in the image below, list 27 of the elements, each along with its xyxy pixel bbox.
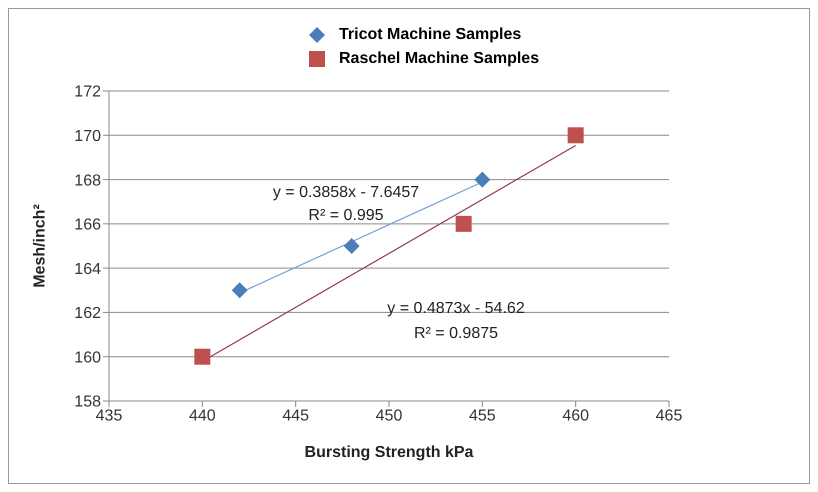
y-tick-label: 164 [74, 260, 102, 278]
y-tick-label: 170 [74, 128, 102, 145]
point [568, 127, 584, 144]
annotation: R² = 0.9875 [414, 325, 498, 343]
y-tick-label: 160 [74, 349, 102, 366]
y-tick-label: 172 [74, 84, 102, 101]
y-tick-label: 162 [74, 305, 102, 322]
annotation: R² = 0.995 [308, 207, 384, 225]
point [232, 282, 248, 298]
annotation: y = 0.4873x - 54.62 [387, 300, 525, 318]
y-axis-title: Mesh/inch² [32, 204, 49, 288]
y-tick-label: 168 [74, 172, 102, 190]
y-tick-label: 166 [74, 216, 102, 234]
annotation: y = 0.3858x - 7.6457 [272, 184, 420, 202]
x-tick-label: 440 [188, 407, 216, 424]
x-axis-title: Bursting Strength kPa [304, 444, 474, 461]
legend-label: Tricot Machine Samples [339, 26, 522, 44]
point [456, 216, 472, 232]
x-tick-label: 445 [282, 407, 310, 424]
x-tick-label: 455 [468, 407, 496, 424]
legend-label: Raschel Machine Samples [339, 50, 540, 68]
x-tick-label: 465 [656, 407, 682, 424]
x-tick-label: 450 [376, 407, 402, 424]
x-tick-label: 460 [562, 407, 590, 424]
point [474, 172, 490, 188]
point [194, 348, 210, 365]
point [344, 238, 360, 254]
